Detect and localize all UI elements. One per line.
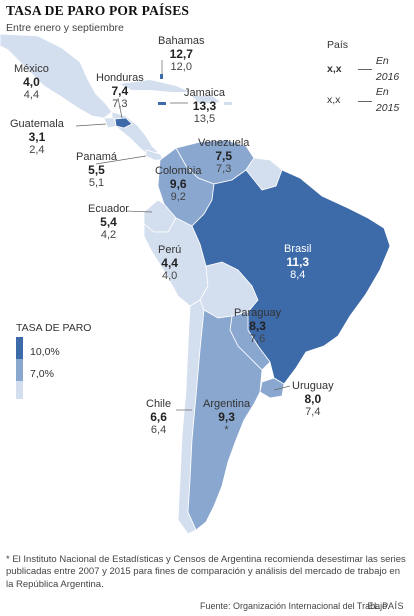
value-2016: 8,3 <box>249 318 266 333</box>
country-name: Argentina <box>203 398 251 410</box>
leader-ecuador <box>125 210 153 213</box>
label-brasil: Brasil 11,3 8,4 <box>284 243 312 282</box>
country-name: Brasil <box>284 243 312 255</box>
region-argentina <box>187 309 263 531</box>
country-name: Ecuador <box>88 203 129 215</box>
country-name: Honduras <box>96 72 144 84</box>
label-chile: Chile 6,6 6,4 <box>146 398 171 437</box>
value-2016: 7,5 <box>215 148 233 163</box>
label-paraguay: Paraguay 8,3 7,6 <box>234 307 281 346</box>
leader-uruguay <box>273 385 291 391</box>
value-2015: 12,0 <box>170 61 192 74</box>
value-2016: 8,0 <box>304 391 322 406</box>
country-name: Bahamas <box>158 35 205 47</box>
value-2016: 11,3 <box>286 254 310 269</box>
label-colombia: Colombia 9,6 9,2 <box>155 165 201 204</box>
chart-title: TASA DE PARO POR PAÍSES <box>6 3 190 18</box>
region-hispaniola <box>192 96 220 104</box>
label-guatemala: Guatemala 3,1 2,4 <box>10 118 64 157</box>
value-2015: 7,4 <box>305 406 321 419</box>
country-name: Colombia <box>155 165 202 177</box>
key-row-2016: x,x En 2016 <box>327 54 414 86</box>
value-2016: 5,4 <box>100 214 117 229</box>
legend-label-high: 10,0% <box>30 346 60 358</box>
label-panama: Panamá 5,5 5,1 <box>76 151 117 190</box>
key-title: País <box>327 39 349 51</box>
region-bahamas <box>160 74 163 79</box>
value-2016: 9,6 <box>169 176 187 191</box>
footnote: * El Instituto Nacional de Estadísticas … <box>6 554 406 590</box>
legend-label-mid: 7,0% <box>30 368 54 380</box>
source-credit: Fuente: Organización Internacional del T… <box>200 601 390 611</box>
leader-guatemala <box>75 123 107 127</box>
country-name: Perú <box>158 244 182 256</box>
value-2015: 7,3 <box>112 98 128 111</box>
region-guatemala <box>103 117 117 129</box>
key-row-2015: x,x En 2015 <box>327 85 414 117</box>
value-2015: 4,0 <box>161 270 178 283</box>
label-peru: Perú 4,4 4,0 <box>158 244 181 283</box>
value-2015: 7,6 <box>249 333 266 346</box>
label-venezuela: Venezuela 7,5 7,3 <box>198 137 249 176</box>
value-2016: 5,5 <box>88 162 105 177</box>
label-bahamas: Bahamas 12,7 12,0 <box>158 35 204 74</box>
value-2015: 5,1 <box>88 177 105 190</box>
value-2015: 8,4 <box>290 269 306 282</box>
value-2016: 9,3 <box>218 409 235 424</box>
value-2015: 9,2 <box>170 191 186 204</box>
leader-honduras <box>117 97 123 119</box>
key-sample-normal: x,x <box>327 94 341 107</box>
region-puerto-rico <box>224 102 232 105</box>
country-name: Jamaica <box>184 87 225 99</box>
country-name: Guatemala <box>10 118 64 130</box>
value-key: País x,x En 2016 x,x En 2015 <box>327 38 414 117</box>
region-brasil <box>191 169 391 385</box>
value-2016: 13,3 <box>192 98 217 113</box>
value-2016: 3,1 <box>28 129 46 144</box>
label-ecuador: Ecuador 5,4 4,2 <box>88 203 129 242</box>
value-2015: * <box>224 424 229 437</box>
region-panama <box>145 149 165 161</box>
value-2015: 4,4 <box>23 89 40 102</box>
key-dash <box>358 100 372 102</box>
label-honduras: Honduras 7,4 7,3 <box>96 72 144 111</box>
country-name: Venezuela <box>198 137 250 149</box>
country-name: Panamá <box>76 151 117 163</box>
brand-credit: EL PAÍS <box>367 601 404 611</box>
value-2016: 7,4 <box>111 83 129 98</box>
value-2015: 2,4 <box>29 144 45 157</box>
value-2015: 6,4 <box>150 424 167 437</box>
key-dash <box>358 69 372 70</box>
value-2015: 13,5 <box>193 113 216 126</box>
legend-title: TASA DE PARO <box>16 322 92 334</box>
value-2015: 7,3 <box>216 163 232 176</box>
region-cuba <box>120 80 190 92</box>
value-2016: 12,7 <box>169 46 193 61</box>
label-mexico: México 4,0 4,4 <box>14 63 49 102</box>
country-name: Uruguay <box>292 380 334 392</box>
value-2015: 4,2 <box>100 229 117 242</box>
key-label-2016: En 2016 <box>375 54 400 83</box>
label-uruguay: Uruguay 8,0 7,4 <box>292 380 334 419</box>
label-argentina: Argentina 9,3 * <box>203 398 250 437</box>
value-2016: 4,4 <box>161 255 178 270</box>
legend-swatch-dark <box>16 337 23 359</box>
key-sample-bold: x,x <box>327 62 342 75</box>
legend-swatch-medium <box>16 359 23 381</box>
label-jamaica: Jamaica 13,3 13,5 <box>184 87 225 126</box>
value-2016: 6,6 <box>150 409 167 424</box>
country-name: México <box>14 63 49 75</box>
leader-panama <box>95 155 147 165</box>
region-jamaica <box>158 102 166 105</box>
chart-subtitle: Entre enero y septiembre <box>6 22 124 34</box>
region-honduras <box>114 117 133 129</box>
country-name: Paraguay <box>234 307 282 319</box>
color-legend: TASA DE PARO 10,0% 7,0% <box>16 322 92 399</box>
value-2016: 4,0 <box>23 74 40 89</box>
country-name: Chile <box>146 398 172 410</box>
region-mexico <box>0 33 113 119</box>
key-label-2015: En 2015 <box>375 86 400 114</box>
legend-swatch-light <box>16 381 23 399</box>
